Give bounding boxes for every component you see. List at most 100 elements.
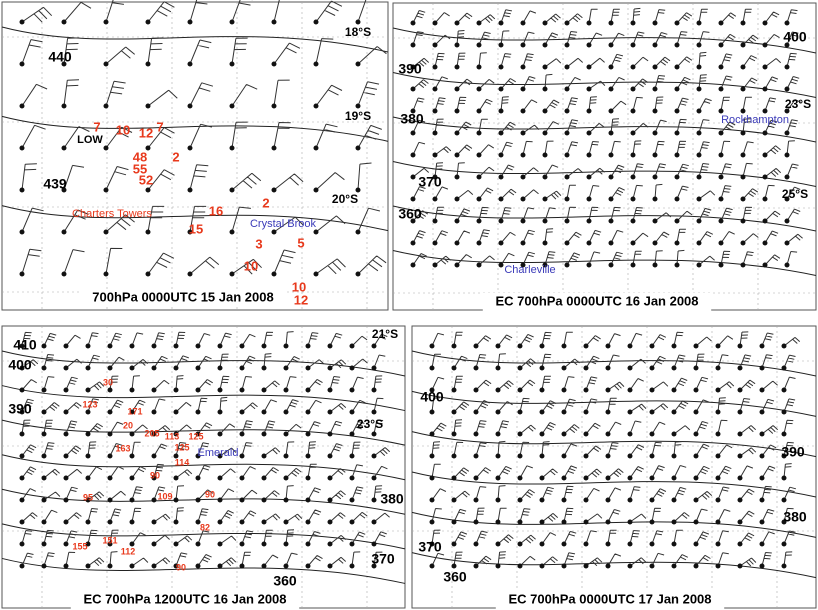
- latitude-label: 18°S: [345, 25, 371, 39]
- wind-barbs: [412, 7, 803, 266]
- contour-line: [1, 26, 389, 53]
- contour-label: 380: [380, 491, 404, 507]
- contour-line: [1, 115, 389, 142]
- observation-value: 20: [123, 420, 133, 430]
- contour-label: 390: [781, 444, 805, 460]
- observation-value: 2: [172, 149, 179, 164]
- observation-value: 123: [82, 399, 97, 409]
- observation-value: 112: [121, 546, 136, 556]
- contour-line: [392, 72, 817, 98]
- latitude-label: 20°S: [332, 192, 358, 206]
- observation-value: 90: [176, 562, 186, 572]
- observation-value: 12: [139, 125, 153, 140]
- observation-value: 125: [174, 442, 189, 452]
- observation-value: 16: [209, 203, 223, 218]
- observation-value: 163: [115, 443, 130, 453]
- contour-label: 400: [8, 357, 32, 373]
- station-dots: [19, 19, 361, 277]
- place-label: Crystal Brook: [250, 218, 317, 230]
- contour-line: [1, 557, 406, 584]
- observation-value: 15: [189, 221, 203, 236]
- latitude-label: 19°S: [345, 109, 371, 123]
- caption-background: [70, 591, 300, 609]
- contour-label: 440: [48, 49, 72, 65]
- contour-line: [1, 488, 406, 515]
- observation-value: 82: [200, 522, 210, 532]
- station-dots: [429, 343, 787, 569]
- place-label: Emerald: [198, 447, 239, 459]
- contour-label: 390: [398, 61, 422, 77]
- map-panel: 400 390 380 370 360 23°S 25°S Rockhampton Charle…: [392, 2, 817, 311]
- observation-value: 113: [165, 431, 180, 441]
- latitude-label: 23°S: [785, 97, 811, 111]
- observation-value: 171: [127, 406, 142, 416]
- contour-line: [1, 419, 406, 446]
- place-label: Rockhampton: [721, 114, 789, 126]
- observation-value: 3: [255, 236, 262, 251]
- observation-value: 30: [103, 377, 113, 387]
- panel-caption: EC 700hPa 0000UTC 17 Jan 2008: [508, 591, 711, 606]
- observation-value: 10: [116, 122, 130, 137]
- observation-value: 7: [93, 119, 100, 134]
- place-label: LOW: [77, 134, 103, 146]
- observation-value: 12: [294, 292, 308, 307]
- contour-line: [392, 205, 817, 232]
- panel-caption: EC 700hPa 0000UTC 16 Jan 2008: [495, 293, 698, 308]
- observation-value: 52: [139, 172, 153, 187]
- observation-value: 114: [175, 457, 190, 467]
- latitude-label: 25°S: [782, 187, 808, 201]
- wind-barbs: [21, 0, 387, 275]
- caption-background: [80, 289, 286, 307]
- contour-line: [1, 205, 389, 232]
- observation-value: 48: [133, 149, 147, 164]
- panel-frame: [411, 325, 817, 609]
- contour-line: [392, 161, 817, 187]
- observation-value: 151: [102, 535, 117, 545]
- observation-value: 125: [188, 431, 203, 441]
- station-dots: [19, 343, 377, 569]
- contour-line: [411, 471, 817, 498]
- observation-value: 2: [262, 195, 269, 210]
- contour-line: [1, 523, 406, 550]
- contour-line: [411, 431, 817, 458]
- contour-line: [1, 385, 406, 412]
- contour-label: 390: [8, 401, 32, 417]
- observation-value: 55: [133, 161, 147, 176]
- map-panel: 410 400 390 380 370 360 21°S 23°S Emerald 30 123 17…: [1, 325, 406, 609]
- contour-label: 380: [783, 509, 807, 525]
- latitude-label: 21°S: [372, 327, 398, 341]
- observation-value: 205: [144, 428, 159, 438]
- panel-caption: EC 700hPa 1200UTC 16 Jan 2008: [83, 591, 286, 606]
- contour-label: 410: [13, 337, 37, 353]
- contour-label: 370: [371, 551, 395, 567]
- panel-caption: 700hPa 0000UTC 15 Jan 2008: [92, 289, 273, 304]
- contour-label: 370: [418, 174, 442, 190]
- contour-line: [392, 27, 817, 54]
- observation-value: 10: [244, 258, 258, 273]
- contour-label: 360: [398, 206, 422, 222]
- observation-value: 90: [150, 470, 160, 480]
- caption-background: [482, 293, 712, 311]
- contour-line: [411, 390, 817, 417]
- contour-label: 370: [418, 539, 442, 555]
- wind-barbs: [431, 331, 801, 567]
- contour-label: 380: [400, 111, 424, 127]
- contour-label: 400: [783, 29, 807, 45]
- panel-frame: [1, 1, 389, 311]
- observation-value: 7: [156, 119, 163, 134]
- place-label: Charters Towers: [72, 208, 152, 220]
- contour-label: 360: [443, 569, 467, 585]
- contour-label: 360: [273, 573, 297, 589]
- observation-value: 95: [83, 492, 93, 502]
- wind-barbs: [21, 331, 391, 567]
- contour-line: [392, 116, 817, 143]
- contour-line: [411, 511, 817, 538]
- contour-label: 439: [43, 176, 67, 192]
- caption-background: [495, 591, 725, 609]
- latitude-label: 23°S: [357, 417, 383, 431]
- contour-label: 400: [420, 389, 444, 405]
- observation-value: 10: [292, 279, 306, 294]
- map-panel: 440 439 18°S 19°S 20°S LOW Charters Towers Crys…: [1, 0, 389, 311]
- observation-value: 90: [205, 489, 215, 499]
